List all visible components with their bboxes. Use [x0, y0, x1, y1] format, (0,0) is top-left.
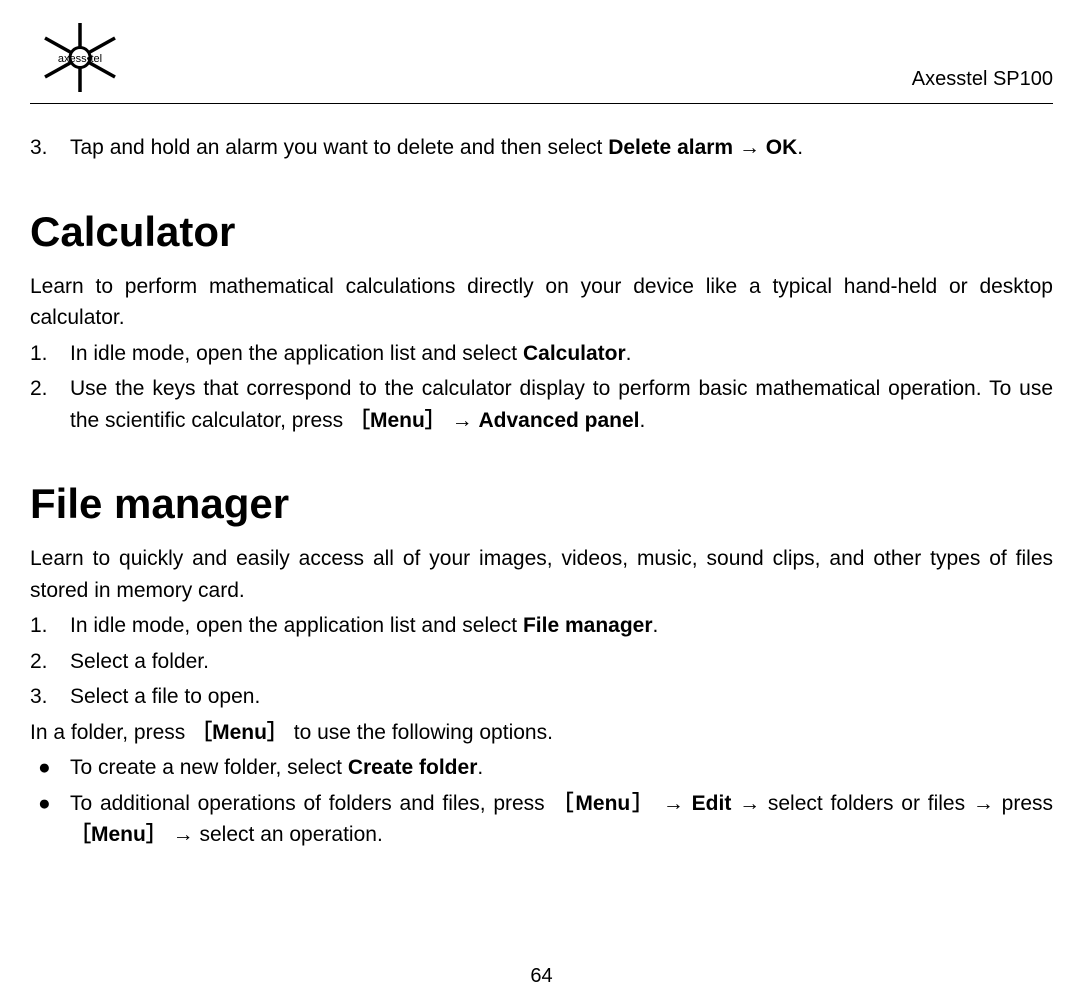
- step-text: Use the keys that correspond to the calc…: [70, 373, 1053, 436]
- bold-text: OK: [766, 136, 798, 159]
- product-name: Axesstel SP100: [912, 68, 1053, 95]
- bold-text: ［Menu］: [191, 721, 288, 744]
- bullet-additional-ops: ● To additional operations of folders an…: [30, 788, 1053, 851]
- step-number: 3.: [30, 681, 70, 713]
- bold-text: ［Menu］: [552, 792, 655, 815]
- axesstel-logo-icon: axess•tel: [30, 20, 130, 95]
- bold-text: ［Menu］: [70, 823, 167, 846]
- text-span: In a folder, press: [30, 721, 191, 744]
- text-span: To additional operations of folders and …: [70, 792, 552, 815]
- bold-text: File manager: [523, 614, 653, 637]
- step-text: In idle mode, open the application list …: [70, 610, 1053, 642]
- delete-alarm-step3: 3. Tap and hold an alarm you want to del…: [30, 132, 1053, 164]
- step-number: 1.: [30, 338, 70, 370]
- text-span: →: [446, 409, 479, 432]
- bold-text: Delete alarm: [608, 136, 733, 159]
- text-span: →: [655, 792, 692, 815]
- folder-options-intro: In a folder, press ［Menu］ to use the fol…: [30, 717, 1053, 749]
- bold-text: Calculator: [523, 342, 626, 365]
- text-span: Tap and hold an alarm you want to delete…: [70, 136, 608, 159]
- text-span: to use the following options.: [288, 721, 553, 744]
- step-number: 2.: [30, 646, 70, 678]
- bullet-dot: ●: [30, 752, 70, 784]
- step-text: Tap and hold an alarm you want to delete…: [70, 132, 1053, 164]
- text-span: .: [477, 756, 483, 779]
- bullet-dot: ●: [30, 788, 70, 851]
- bullet-create-folder: ● To create a new folder, select Create …: [30, 752, 1053, 784]
- text-span: → select folders or files → press: [731, 792, 1053, 815]
- file-manager-intro: Learn to quickly and easily access all o…: [30, 543, 1053, 606]
- page-number: 64: [530, 965, 552, 988]
- calc-step2: 2. Use the keys that correspond to the c…: [30, 373, 1053, 436]
- bullet-text: To create a new folder, select Create fo…: [70, 752, 1053, 784]
- step-text: In idle mode, open the application list …: [70, 338, 1053, 370]
- page-header: axess•tel Axesstel SP100: [30, 20, 1053, 104]
- text-span: .: [626, 342, 632, 365]
- text-span: →: [733, 136, 766, 159]
- text-span: In idle mode, open the application list …: [70, 342, 523, 365]
- document-body: 3. Tap and hold an alarm you want to del…: [30, 132, 1053, 851]
- fm-step3: 3. Select a file to open.: [30, 681, 1053, 713]
- text-span: → select an operation.: [167, 823, 383, 846]
- text-span: .: [640, 409, 646, 432]
- text-span: .: [797, 136, 803, 159]
- step-number: 3.: [30, 132, 70, 164]
- file-manager-heading: File manager: [30, 472, 1053, 535]
- step-text: Select a folder.: [70, 646, 1053, 678]
- step-number: 2.: [30, 373, 70, 436]
- step-number: 1.: [30, 610, 70, 642]
- calculator-intro: Learn to perform mathematical calculatio…: [30, 271, 1053, 334]
- text-span: In idle mode, open the application list …: [70, 614, 523, 637]
- svg-text:axess•tel: axess•tel: [58, 53, 102, 65]
- bold-text: ［Menu］: [349, 409, 446, 432]
- bullet-text: To additional operations of folders and …: [70, 788, 1053, 851]
- bold-text: Create folder: [348, 756, 478, 779]
- bold-text: Advanced panel: [478, 409, 639, 432]
- bold-text: Edit: [692, 792, 732, 815]
- text-span: To create a new folder, select: [70, 756, 348, 779]
- fm-step1: 1. In idle mode, open the application li…: [30, 610, 1053, 642]
- calculator-heading: Calculator: [30, 200, 1053, 263]
- calc-step1: 1. In idle mode, open the application li…: [30, 338, 1053, 370]
- fm-step2: 2. Select a folder.: [30, 646, 1053, 678]
- logo: axess•tel: [30, 20, 130, 95]
- step-text: Select a file to open.: [70, 681, 1053, 713]
- text-span: .: [653, 614, 659, 637]
